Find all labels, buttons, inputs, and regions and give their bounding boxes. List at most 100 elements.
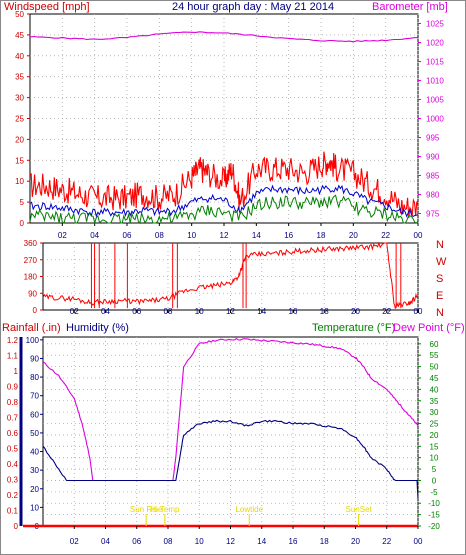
chart-title: 24 hour graph day : May 21 2014 xyxy=(172,1,334,13)
event-label: Lowtide xyxy=(235,505,263,514)
x-tick-label: 14 xyxy=(257,537,266,546)
barometer-tick-label: 1015 xyxy=(426,58,444,67)
temperature-tick-label: 10 xyxy=(430,454,439,463)
x-tick-label: 12 xyxy=(226,537,235,546)
wind-tick-label: 50 xyxy=(15,10,24,19)
barometer-tick-label: 1005 xyxy=(426,96,444,105)
direction-tick-label: 0 xyxy=(33,306,38,315)
direction-letters: N W S E N xyxy=(436,239,447,319)
x-tick-label: 10 xyxy=(187,231,196,240)
dir-letter: W xyxy=(436,256,447,268)
x-tick-label: 04 xyxy=(90,231,99,240)
barometer-tick-label: 975 xyxy=(426,210,440,219)
barometer-tick-label: 990 xyxy=(426,153,440,162)
temperature-tick-label: 5 xyxy=(432,465,437,474)
temperature-tick-label: 35 xyxy=(430,397,439,406)
rainfall-tick-label: 1.1 xyxy=(7,351,19,360)
dir-letter: N xyxy=(436,239,444,251)
barometer-tick-label: 995 xyxy=(426,134,440,143)
x-tick-label: 00 xyxy=(414,231,423,240)
dir-letter: S xyxy=(436,273,443,285)
temperature-tick-label: -20 xyxy=(428,522,440,531)
x-tick-label: 00 xyxy=(414,307,423,316)
wind-low-series xyxy=(29,194,419,225)
rainfall-tick-label: 0.9 xyxy=(7,382,19,391)
x-tick-label: 14 xyxy=(252,231,261,240)
chart-layer: 0510152025303540455097598098599099510001… xyxy=(7,10,444,546)
x-tick-label: 16 xyxy=(289,307,298,316)
barometer-tick-label: 1025 xyxy=(426,20,444,29)
x-tick-label: 20 xyxy=(351,307,360,316)
dir-letter: N xyxy=(436,307,444,319)
x-tick-label: 12 xyxy=(226,307,235,316)
wind-tick-label: 35 xyxy=(15,73,24,82)
x-tick-label: 20 xyxy=(349,231,358,240)
humidity-tick-label: 100 xyxy=(26,336,40,345)
wind-tick-label: 10 xyxy=(15,177,24,186)
rainfall-tick-label: 0.7 xyxy=(7,413,19,422)
x-tick-label: 18 xyxy=(317,231,326,240)
rainfall-tick-label: 0.4 xyxy=(7,460,19,469)
x-tick-label: 02 xyxy=(70,537,79,546)
x-tick-label: 06 xyxy=(132,307,141,316)
x-tick-label: 16 xyxy=(284,231,293,240)
dew-point-axis-title: Dew Point (°F) xyxy=(393,322,465,334)
temperature-tick-label: 45 xyxy=(430,374,439,383)
direction-tick-label: 360 xyxy=(24,239,38,248)
barometer-tick-label: 1000 xyxy=(426,115,444,124)
event-label: Hi Temp xyxy=(150,505,180,514)
x-tick-label: 22 xyxy=(381,231,390,240)
temperature-axis-title: Temperature (°F) xyxy=(312,322,395,334)
barometer-tick-label: 1010 xyxy=(426,77,444,86)
wind-tick-label: 40 xyxy=(15,52,24,61)
humidity-tick-label: 60 xyxy=(30,410,39,419)
x-tick-label: 08 xyxy=(155,231,164,240)
x-tick-label: 10 xyxy=(195,537,204,546)
humidity-tick-label: 50 xyxy=(30,429,39,438)
temperature-tick-label: 50 xyxy=(430,363,439,372)
direction-tick-label: 270 xyxy=(24,256,38,265)
wind-tick-label: 0 xyxy=(20,219,25,228)
event-label: Sun Rise xyxy=(130,505,163,514)
rainfall-tick-label: 0.1 xyxy=(7,506,19,515)
wind-tick-label: 25 xyxy=(15,115,24,124)
x-tick-label: 00 xyxy=(414,537,423,546)
x-tick-label: 04 xyxy=(101,307,110,316)
event-label: SunSet xyxy=(346,505,373,514)
barometer-tick-label: 985 xyxy=(426,172,440,181)
barometer-tick-label: 980 xyxy=(426,191,440,200)
humidity-tick-label: 80 xyxy=(30,373,39,382)
temperature-tick-label: 55 xyxy=(430,351,439,360)
x-tick-label: 18 xyxy=(320,537,329,546)
temperature-tick-label: 0 xyxy=(432,476,437,485)
x-tick-label: 02 xyxy=(58,231,67,240)
temperature-tick-label: 40 xyxy=(430,385,439,394)
x-tick-label: 14 xyxy=(257,307,266,316)
rainfall-tick-label: 1 xyxy=(14,367,19,376)
temperature-tick-label: 30 xyxy=(430,408,439,417)
x-tick-label: 22 xyxy=(382,537,391,546)
x-tick-label: 22 xyxy=(382,307,391,316)
wind-average-series xyxy=(29,184,419,218)
dir-letter: E xyxy=(436,290,443,302)
wind-tick-label: 5 xyxy=(20,198,25,207)
wind-gust-series xyxy=(29,151,419,219)
humidity-axis-title: Humidity (%) xyxy=(66,322,129,334)
x-tick-label: 06 xyxy=(132,537,141,546)
x-tick-label: 08 xyxy=(164,537,173,546)
wind-tick-label: 45 xyxy=(15,31,24,40)
humidity-tick-label: 20 xyxy=(30,485,39,494)
humidity-tick-label: 90 xyxy=(30,354,39,363)
barometer-series xyxy=(29,31,419,43)
barometer-axis-title: Barometer [mb] xyxy=(372,1,448,13)
rainfall-tick-label: 0.6 xyxy=(7,429,19,438)
x-tick-label: 20 xyxy=(351,537,360,546)
temperature-tick-label: 15 xyxy=(430,442,439,451)
direction-tick-label: 90 xyxy=(28,289,37,298)
rainfall-axis-title: Rainfall (.in) xyxy=(2,322,61,334)
x-tick-label: 10 xyxy=(195,307,204,316)
rainfall-tick-label: 1.2 xyxy=(7,336,19,345)
humidity-tick-label: 30 xyxy=(30,466,39,475)
